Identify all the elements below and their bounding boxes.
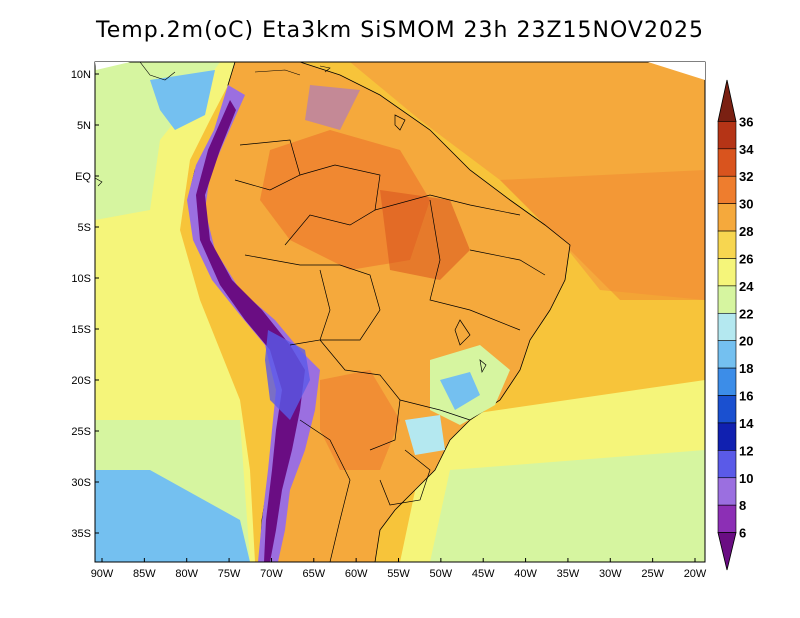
serra-mantiqueira-cool — [440, 372, 480, 410]
lon-tick-label: 35W — [557, 568, 580, 580]
lon-tick-label: 60W — [345, 568, 368, 580]
colorbar-label: 6 — [739, 526, 746, 541]
lon-tick-label: 40W — [514, 568, 537, 580]
ocean-panama-cool — [150, 70, 215, 130]
caribbean-coast — [95, 62, 331, 187]
lat-tick-label: EQ — [75, 171, 91, 183]
colorbar-segment — [717, 422, 737, 451]
longitude-axis: 90W 85W 80W 75W 70W 65W 60W 55W 50W 45W 40W 35W 30W 2… — [91, 558, 707, 580]
colorbar-label: 20 — [739, 334, 753, 349]
colorbar-segment — [717, 367, 737, 396]
andes-core — [196, 100, 305, 562]
colorbar-label: 30 — [739, 197, 753, 212]
lon-tick-label: 25W — [641, 568, 664, 580]
chaco-hot — [320, 370, 400, 470]
colorbar-label: 28 — [739, 224, 753, 239]
colorbar-segment — [717, 477, 737, 506]
colorbar-segment — [717, 203, 737, 232]
ocean-tropical-atlantic-core — [500, 170, 705, 300]
lon-tick-label: 65W — [302, 568, 325, 580]
lon-tick-label: 80W — [175, 568, 198, 580]
map-field — [95, 62, 705, 562]
colorbar-label: 32 — [739, 169, 753, 184]
map-title: Temp.2m(oC) Eta3km SiSMOM 23h 23Z15NOV20… — [96, 18, 704, 43]
lat-tick-label: 25S — [71, 426, 91, 438]
colorbar-segment — [717, 450, 737, 479]
guiana-highlands — [305, 85, 360, 130]
colorbar-label: 14 — [739, 416, 754, 431]
map-frame — [94, 61, 706, 563]
colorbar-segment — [717, 148, 737, 177]
colorbar-label: 12 — [739, 443, 753, 458]
colorbar-segment — [717, 312, 737, 342]
colorbar-segment — [717, 175, 737, 204]
colorbar-label: 16 — [739, 389, 753, 404]
colorbar-segment — [717, 230, 737, 259]
colorbar-segment — [717, 504, 737, 533]
altiplano — [265, 330, 310, 420]
lon-tick-label: 45W — [472, 568, 495, 580]
lon-tick-label: 70W — [260, 568, 283, 580]
serra-geral-cool — [405, 415, 445, 455]
colorbar-bottom-arrow — [717, 532, 737, 571]
colorbar-label: 8 — [739, 498, 746, 513]
lon-tick-label: 75W — [218, 568, 241, 580]
lon-tick-label: 85W — [133, 568, 156, 580]
projection-mask-right — [648, 62, 705, 80]
colorbar-top-arrow — [717, 79, 737, 122]
colorbar-label: 22 — [739, 306, 753, 321]
colorbar-segment — [717, 121, 737, 150]
country-borders — [234, 114, 546, 562]
para-hot — [380, 190, 470, 280]
lat-tick-label: 30S — [71, 477, 91, 489]
projection-mask-left — [95, 62, 130, 70]
lat-tick-label: 5S — [78, 222, 91, 234]
lon-tick-label: 90W — [91, 568, 114, 580]
colorbar-label: 18 — [739, 361, 753, 376]
colorbar-segment — [717, 395, 737, 424]
colorbar: 6 8 10 12 14 16 18 20 22 24 26 28 30 32 34 36 — [717, 79, 754, 571]
lat-tick-label: 15S — [71, 324, 91, 336]
colorbar-label: 34 — [739, 142, 754, 157]
lon-tick-label: 30W — [599, 568, 622, 580]
lat-tick-label: 20S — [71, 375, 91, 387]
lon-tick-label: 55W — [387, 568, 410, 580]
latitude-axis: 10N 5N EQ 5S 10S 15S 20S 25S 30S 35S — [71, 69, 99, 540]
colorbar-label: 24 — [739, 279, 754, 294]
lat-tick-label: 35S — [71, 528, 91, 540]
lon-tick-label: 20W — [684, 568, 707, 580]
ocean-south-atlantic-cool — [430, 450, 705, 562]
colorbar-segment — [717, 258, 737, 287]
colorbar-label: 10 — [739, 471, 753, 486]
colorbar-segment — [717, 285, 737, 314]
lat-tick-label: 5N — [77, 120, 91, 132]
colorbar-label: 36 — [739, 114, 753, 129]
lat-tick-label: 10N — [71, 69, 91, 81]
ocean-pacific-cold — [95, 470, 250, 562]
lon-tick-label: 50W — [430, 568, 453, 580]
lat-tick-label: 10S — [71, 273, 91, 285]
colorbar-label: 26 — [739, 251, 753, 266]
colorbar-segment — [717, 340, 737, 369]
